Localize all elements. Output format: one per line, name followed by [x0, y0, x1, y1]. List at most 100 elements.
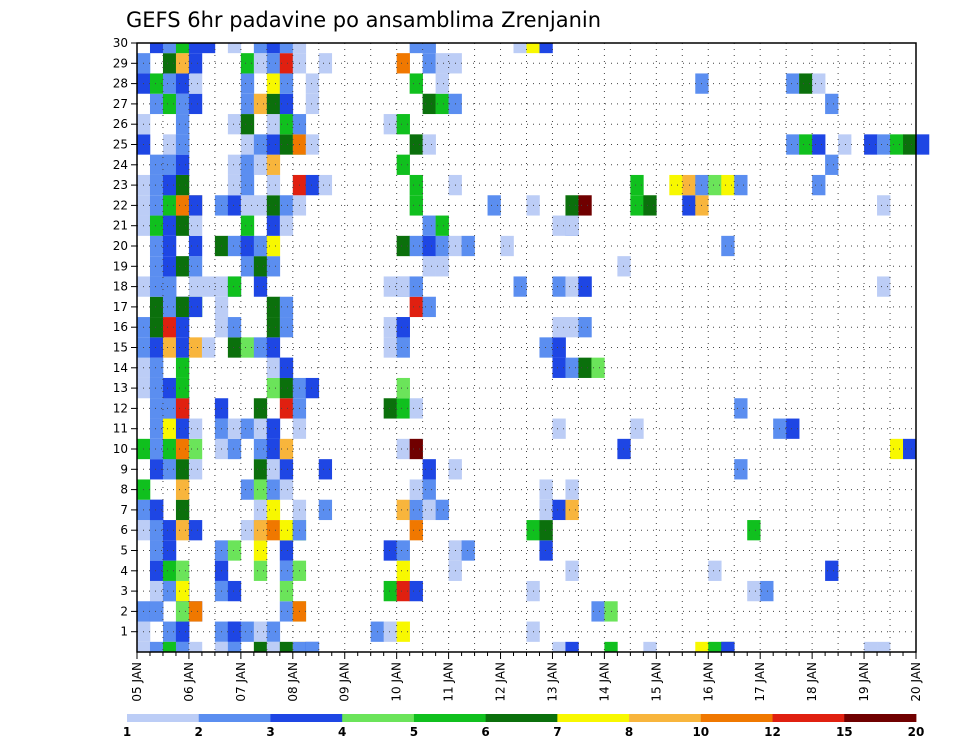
heatmap-cell — [253, 459, 268, 480]
heatmap-cell — [383, 337, 397, 358]
heatmap-cell — [175, 377, 190, 399]
x-tick-label: 10 JAN — [390, 662, 404, 702]
colorbar-swatch — [127, 714, 200, 722]
heatmap-cell — [552, 337, 566, 358]
heatmap-cell — [396, 377, 410, 399]
heatmap-cell — [227, 580, 242, 602]
x-tick-label: 11 JAN — [442, 662, 456, 702]
heatmap-cell — [175, 418, 190, 439]
heatmap-cell — [149, 377, 164, 399]
heatmap-cell — [422, 134, 436, 155]
heatmap-cell — [162, 93, 177, 115]
heatmap-cell — [396, 154, 410, 175]
heatmap-cell — [383, 398, 397, 419]
heatmap-cell — [279, 438, 294, 460]
heatmap-cell — [162, 215, 177, 236]
heatmap-cell — [539, 499, 553, 521]
y-tick-label: 27 — [113, 97, 128, 111]
y-tick-label: 25 — [113, 138, 128, 152]
heatmap-cell — [409, 580, 423, 602]
heatmap-cell — [578, 357, 592, 378]
heatmap-cell — [175, 560, 190, 581]
heatmap-cell — [292, 43, 307, 54]
heatmap-cell — [409, 174, 423, 196]
heatmap-cell — [149, 174, 164, 196]
y-tick-label: 16 — [113, 320, 128, 334]
heatmap-cell — [227, 276, 242, 297]
heatmap-cell — [188, 53, 203, 74]
heatmap-cell — [240, 520, 255, 541]
heatmap-cell — [188, 418, 203, 439]
heatmap-cell — [422, 296, 436, 318]
heatmap-cell — [149, 520, 164, 541]
heatmap-cell — [565, 479, 579, 500]
heatmap-cell — [227, 337, 242, 358]
chart-title: GEFS 6hr padavine po ansamblima Zrenjani… — [126, 8, 601, 32]
colorbar-swatch — [413, 714, 487, 722]
heatmap-cell — [513, 276, 527, 297]
heatmap-cell — [253, 134, 268, 155]
heatmap-cell — [188, 601, 203, 622]
heatmap-cell — [162, 276, 177, 297]
heatmap-cell — [149, 641, 164, 652]
heatmap-cell — [565, 357, 579, 378]
heatmap-cell — [175, 43, 190, 54]
heatmap-cell — [240, 73, 255, 94]
heatmap-cell — [422, 53, 436, 74]
heatmap-cell — [292, 641, 307, 652]
y-tick-label: 12 — [113, 401, 128, 415]
heatmap-cell — [279, 114, 294, 135]
colorbar-swatch — [485, 714, 558, 722]
heatmap-cell — [227, 621, 242, 642]
y-tick-label: 30 — [113, 36, 128, 50]
heatmap-cell — [266, 174, 281, 196]
colorbar-label: 5 — [410, 725, 418, 739]
heatmap-cell — [188, 215, 203, 236]
heatmap-cell — [825, 560, 839, 581]
heatmap-cell — [565, 560, 579, 581]
colorbar-label: 8 — [625, 725, 633, 739]
heatmap-cell — [149, 215, 164, 236]
colorbar-swatch — [270, 714, 343, 722]
heatmap-cell — [253, 53, 268, 74]
heatmap-cell — [227, 438, 242, 460]
heatmap-cell — [747, 580, 761, 602]
colorbar-label: 6 — [481, 725, 489, 739]
heatmap-cell — [318, 499, 333, 521]
heatmap-cell — [266, 459, 281, 480]
heatmap-cell — [266, 73, 281, 94]
heatmap-cell — [266, 317, 281, 338]
heatmap-cell — [253, 438, 268, 460]
heatmap-cell — [149, 256, 164, 277]
heatmap-cell — [565, 641, 579, 652]
heatmap-cell — [396, 499, 410, 521]
heatmap-cell — [253, 235, 268, 257]
heatmap-cell — [838, 134, 852, 155]
heatmap-cell — [552, 357, 566, 378]
heatmap-cell — [266, 53, 281, 74]
heatmap-cell — [253, 560, 268, 581]
heatmap-cell — [266, 357, 281, 378]
heatmap-cell — [279, 580, 294, 602]
heatmap-cell — [227, 174, 242, 196]
heatmap-cell — [175, 641, 190, 652]
heatmap-cell — [162, 540, 177, 561]
heatmap-cell — [162, 174, 177, 196]
heatmap-cell — [162, 73, 177, 94]
heatmap-cell — [409, 235, 423, 257]
heatmap-cell — [890, 134, 904, 155]
heatmap-cell — [240, 114, 255, 135]
heatmap-cell — [279, 357, 294, 378]
heatmap-cell — [253, 337, 268, 358]
heatmap-cell — [266, 479, 281, 500]
heatmap-cell — [253, 256, 268, 277]
heatmap-cell — [162, 296, 177, 318]
heatmap-cell — [890, 438, 904, 460]
heatmap-cell — [539, 479, 553, 500]
heatmap-cell — [175, 580, 190, 602]
colorbar-swatch — [844, 714, 917, 722]
heatmap-cell — [383, 540, 397, 561]
colorbar-label: 7 — [553, 725, 561, 739]
heatmap-cell — [240, 93, 255, 115]
